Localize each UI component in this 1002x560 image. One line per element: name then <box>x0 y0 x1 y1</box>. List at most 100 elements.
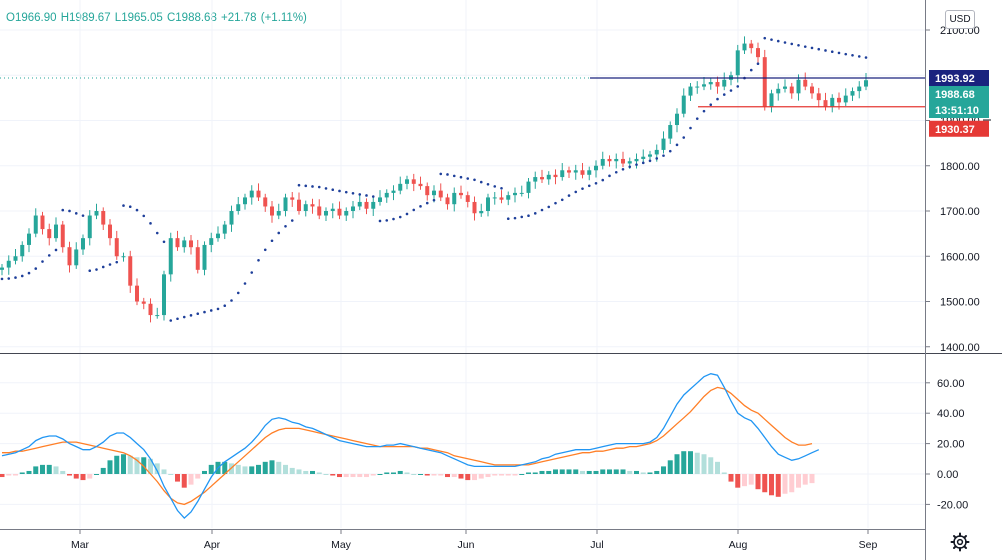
sar-dot <box>722 93 726 96</box>
sar-dot <box>459 175 463 179</box>
sar-dot <box>736 85 740 88</box>
histogram-bar <box>769 474 774 496</box>
time-label: Mar <box>71 539 90 551</box>
sar-dot <box>189 314 193 317</box>
sar-dot <box>662 154 665 157</box>
candle-body <box>276 211 281 216</box>
candle-body <box>148 303 153 316</box>
sar-dot <box>155 231 159 235</box>
histogram-bar <box>73 474 79 479</box>
histogram-bar <box>742 474 747 487</box>
sar-dot <box>594 181 598 185</box>
sar-dot <box>851 53 854 57</box>
candle-body <box>519 192 524 194</box>
histogram-bar <box>640 472 646 474</box>
candle-body <box>850 91 855 96</box>
sar-dot <box>128 205 132 208</box>
sar-dot <box>47 254 51 257</box>
histogram-bar <box>600 469 606 474</box>
histogram-bar <box>613 469 619 474</box>
candle-body <box>47 229 52 239</box>
candle-body <box>600 158 605 166</box>
histogram-bar <box>586 470 592 474</box>
sar-dot <box>311 185 314 188</box>
sar-dot <box>675 143 679 147</box>
candle-body <box>121 256 126 258</box>
histogram-bar <box>472 474 477 481</box>
sar-dot <box>641 161 645 165</box>
sar-dot <box>54 248 58 252</box>
price-tick-label: 1600.00 <box>940 251 980 263</box>
candle-body <box>492 197 497 199</box>
sar-dot <box>439 172 443 176</box>
histogram-bar <box>269 460 275 474</box>
histogram-bar <box>715 461 720 474</box>
histogram-bar <box>775 474 781 497</box>
sar-dot <box>101 265 105 269</box>
candle-body <box>33 215 38 234</box>
candle-body <box>587 170 592 175</box>
histogram-bar <box>782 474 788 494</box>
candle-body <box>216 233 220 239</box>
histogram-bar <box>289 467 295 474</box>
sar-dot <box>655 157 659 160</box>
histogram-bar <box>303 470 309 474</box>
candle-body <box>101 211 106 225</box>
sar-dot <box>176 317 179 321</box>
candle-body <box>438 190 443 198</box>
sar-dot <box>230 299 233 302</box>
candle-body <box>344 211 349 216</box>
histogram-bar <box>607 469 612 474</box>
sar-dot <box>668 149 672 153</box>
candle-body <box>74 249 79 266</box>
sar-dot <box>763 36 767 40</box>
candle-body <box>722 79 727 87</box>
histogram-bar <box>107 460 113 474</box>
candle-body <box>816 93 821 101</box>
histogram-bar <box>721 472 727 474</box>
histogram-bar <box>559 469 565 474</box>
candle-body <box>283 197 288 211</box>
histogram-bar <box>735 474 741 488</box>
candle-body <box>681 95 686 114</box>
candle-body <box>405 179 409 184</box>
sar-dot <box>34 267 38 270</box>
sar-dot <box>331 188 335 192</box>
histogram-bar <box>114 455 120 474</box>
sar-dot <box>790 42 794 46</box>
sar-dot <box>392 217 395 221</box>
histogram-bar <box>458 474 464 479</box>
sar-dot <box>263 248 267 252</box>
histogram-bar <box>161 469 167 474</box>
histogram-bar <box>296 469 302 474</box>
candle-body <box>526 181 531 193</box>
candle-body <box>715 82 720 87</box>
sar-dot <box>486 183 490 186</box>
candle-body <box>742 43 747 51</box>
sar-dot <box>608 174 611 178</box>
sar-dot <box>682 136 686 139</box>
candle-body <box>864 80 868 87</box>
sar-dot <box>14 276 17 279</box>
currency-button[interactable]: USD <box>945 10 975 29</box>
low-value: L1965.05 <box>114 12 163 24</box>
candle-body <box>182 240 187 248</box>
sar-dot <box>95 268 98 271</box>
candle-body <box>351 206 355 211</box>
candle-body <box>222 224 227 234</box>
histogram-bar <box>499 474 504 476</box>
histogram-bar <box>276 461 282 474</box>
candle-body <box>594 165 598 171</box>
candle-body <box>735 50 740 76</box>
sar-dot <box>108 263 112 266</box>
macd-tick-label: 0.00 <box>937 469 958 481</box>
histogram-bar <box>256 464 261 474</box>
candle-body <box>688 86 693 96</box>
sar-dot <box>493 185 497 188</box>
candle-body <box>263 197 268 207</box>
histogram-bar <box>40 464 45 474</box>
gear-icon[interactable] <box>950 532 970 552</box>
candle-body <box>621 158 625 164</box>
histogram-bar <box>370 474 376 476</box>
